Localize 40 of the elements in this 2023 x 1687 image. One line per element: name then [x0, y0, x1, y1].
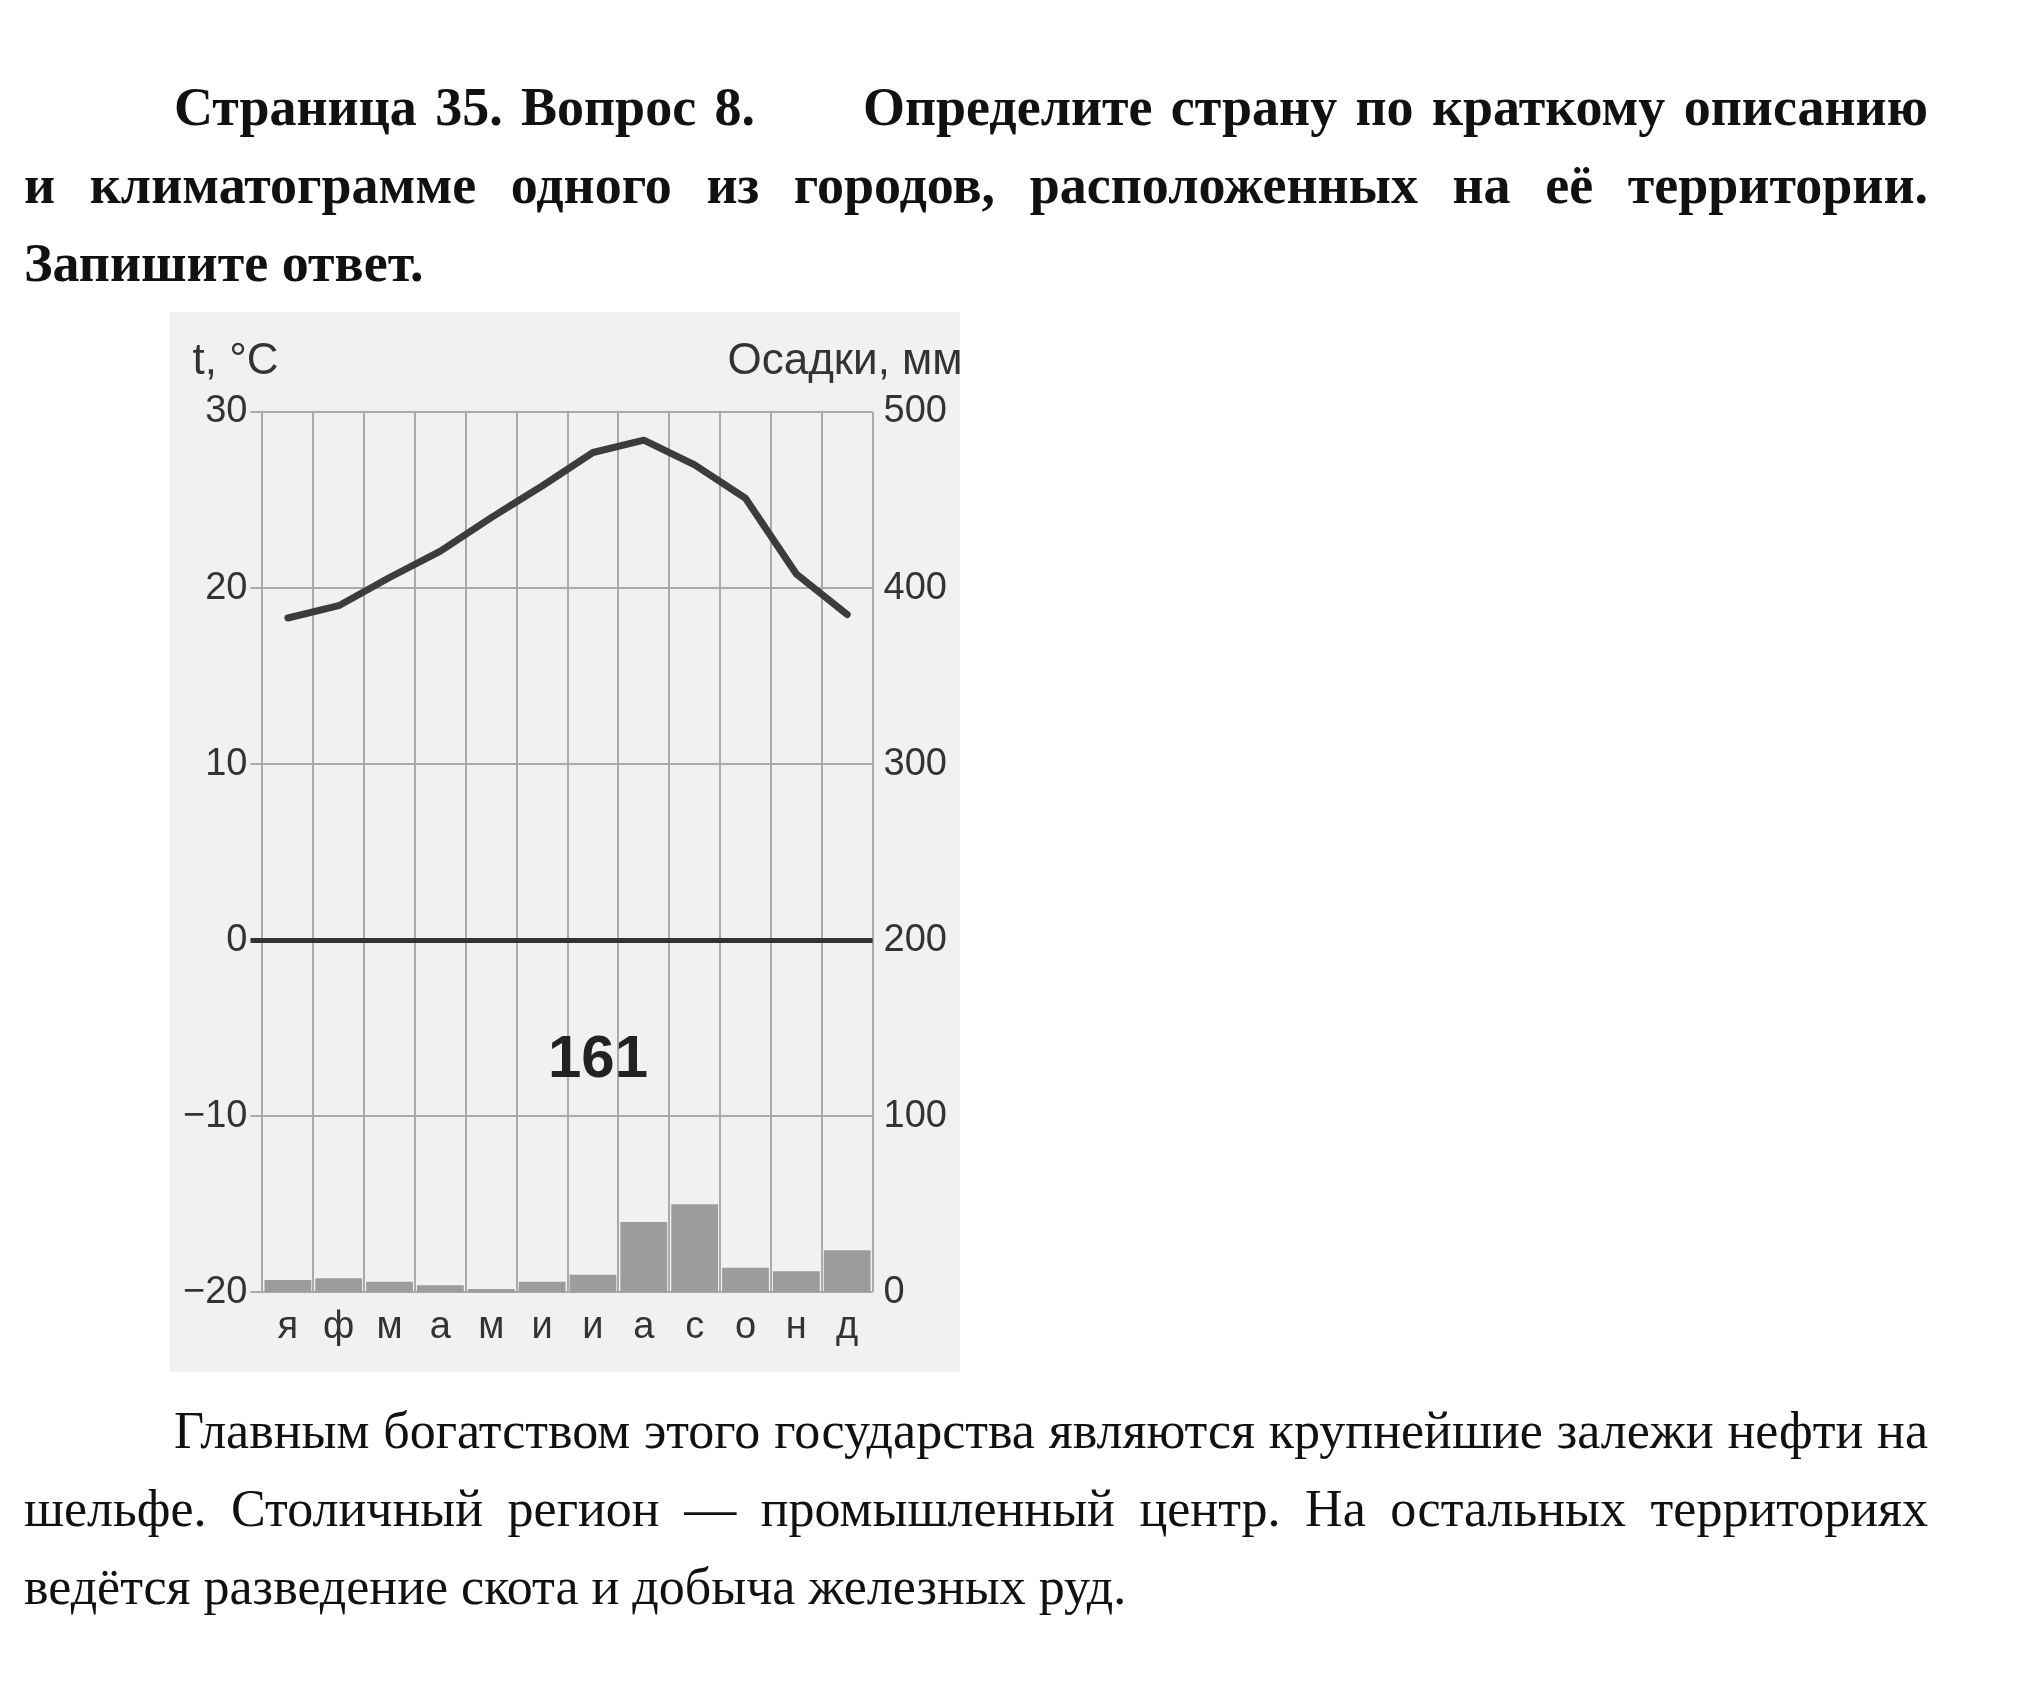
- x-tick-label: д: [836, 1303, 859, 1346]
- y2-tick-label: 200: [883, 916, 947, 959]
- x-tick-label: о: [734, 1303, 757, 1346]
- bar: [569, 1274, 617, 1293]
- x-tick-label: я: [277, 1303, 299, 1346]
- y-tick-label: −10: [182, 1092, 248, 1135]
- x-tick-label: и: [582, 1303, 604, 1346]
- bar: [620, 1221, 668, 1293]
- y2-axis-title: Осадки, мм: [727, 334, 963, 384]
- x-tick-label: ф: [323, 1303, 355, 1346]
- bar: [671, 1204, 719, 1293]
- bar: [823, 1250, 871, 1293]
- x-tick-label: а: [633, 1303, 656, 1346]
- text: Главным богатством этого государства являются крупнейшие залежи нефти на шельфе. Столичный регион — промышленный центр. На остальных территориях ведётся разведение скота и добыча железных руд.: [23, 1401, 1929, 1617]
- y-tick-label: 20: [205, 564, 248, 607]
- bar: [366, 1281, 413, 1293]
- bar: [722, 1267, 769, 1293]
- y-axis-title: t, °C: [192, 334, 279, 384]
- x-tick-label: м: [478, 1303, 505, 1346]
- chart-title: Страница 35. Вопрос 8. Определите страну по краткому описанию и климатограмме одного из городов, расположенных на её территории. Запишите ответ.: [23, 76, 1929, 295]
- y-tick-label: 30: [205, 388, 248, 431]
- bar: [315, 1278, 363, 1293]
- bar: [518, 1281, 566, 1293]
- y2-tick-label: 500: [883, 388, 947, 431]
- annotation: 161: [547, 1022, 649, 1090]
- x-tick-label: м: [376, 1303, 403, 1346]
- y2-tick-label: 300: [883, 740, 947, 783]
- bar: [417, 1285, 464, 1293]
- y-tick-label: −20: [182, 1268, 248, 1311]
- y-tick-label: 0: [226, 916, 248, 959]
- x-tick-label: н: [785, 1303, 807, 1346]
- x-tick-label: с: [685, 1303, 705, 1346]
- y-tick-label: 10: [205, 740, 248, 783]
- bar: [772, 1271, 820, 1293]
- y2-tick-label: 400: [883, 564, 947, 607]
- x-tick-label: а: [429, 1303, 452, 1346]
- y2-tick-label: 100: [883, 1092, 947, 1135]
- x-tick-label: и: [531, 1303, 553, 1346]
- y2-tick-label: 0: [883, 1268, 905, 1311]
- bar: [264, 1280, 312, 1293]
